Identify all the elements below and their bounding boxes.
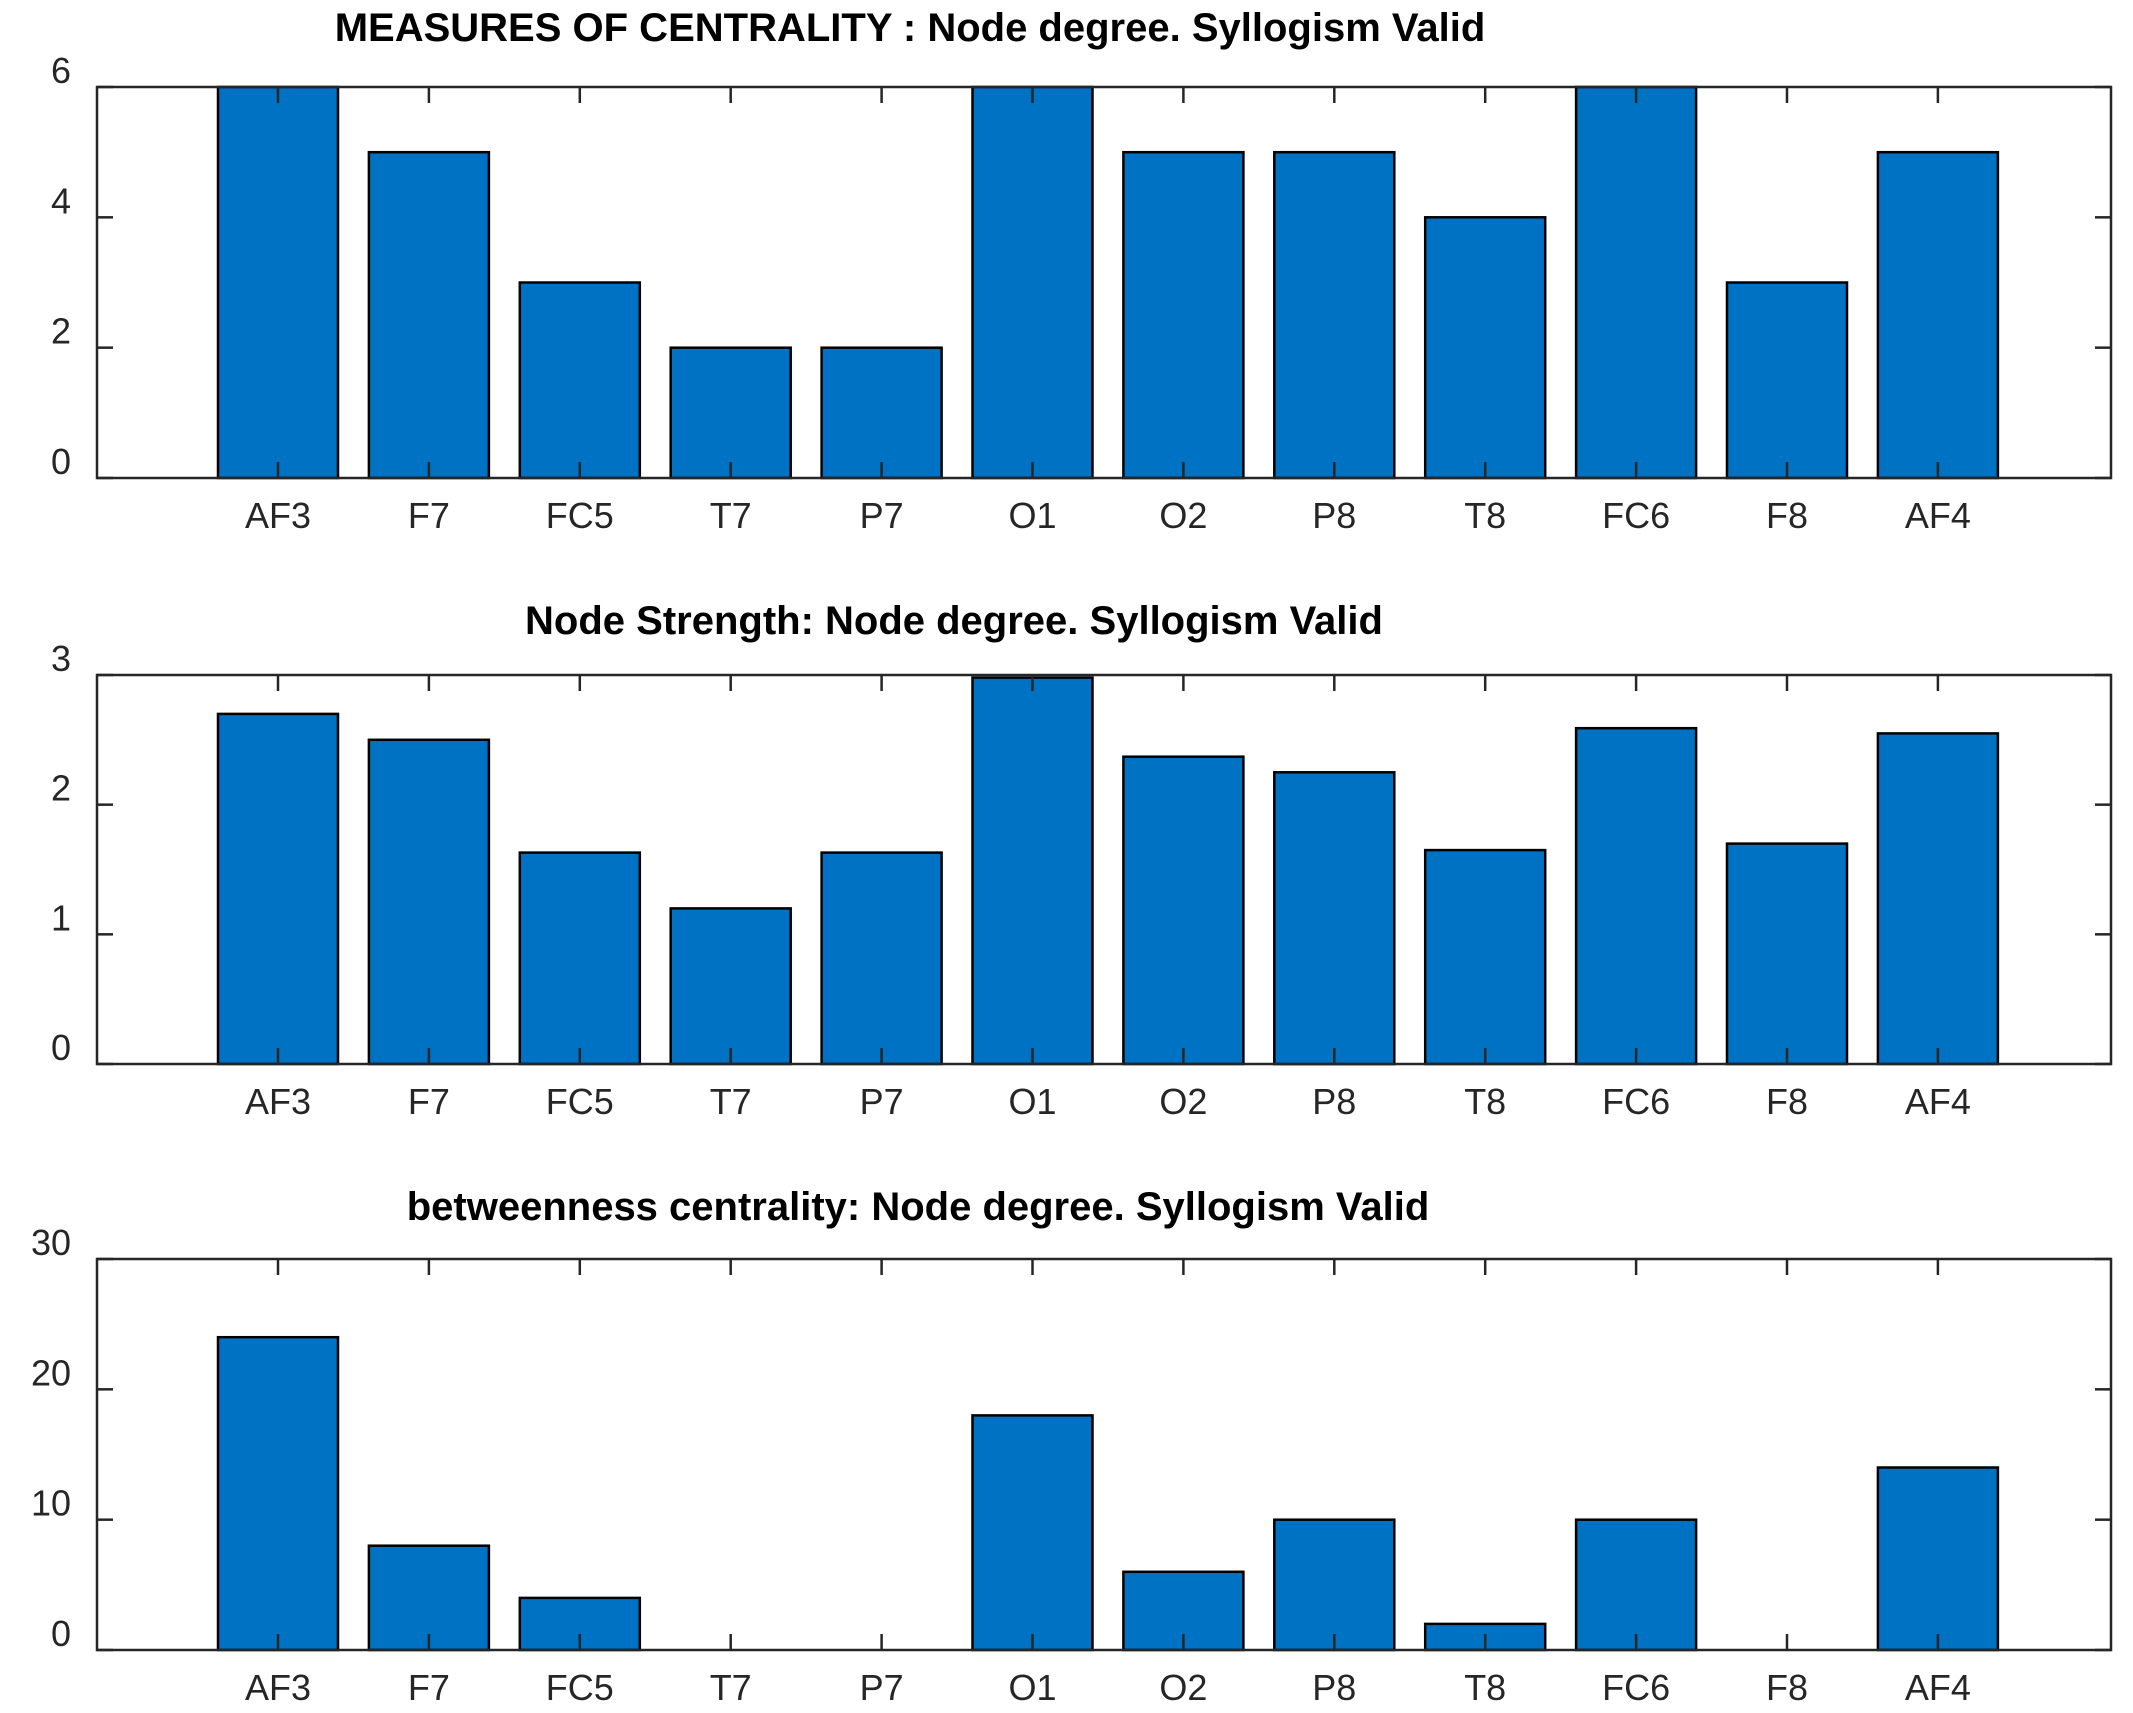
x-tick-label: T8 xyxy=(1464,1667,1506,1708)
axes-box xyxy=(95,85,2113,480)
x-tick-label: O1 xyxy=(1008,1081,1056,1122)
bar-f7 xyxy=(367,738,491,1066)
x-tick-label: O1 xyxy=(1008,1667,1056,1708)
y-tick-label: 30 xyxy=(31,1222,71,1263)
bar-o2 xyxy=(1122,755,1245,1066)
y-tick-label: 0 xyxy=(51,441,71,482)
axes-box xyxy=(95,1257,2113,1652)
bar-af4 xyxy=(1876,1466,2000,1652)
centrality-degree-chart: MEASURES OF CENTRALITY : Node degree. Sy… xyxy=(51,6,2113,536)
chart-title: MEASURES OF CENTRALITY : Node degree. Sy… xyxy=(335,6,1486,50)
y-tick-label: 4 xyxy=(51,180,71,221)
x-tick-label: FC5 xyxy=(546,495,614,536)
x-tick-label: AF4 xyxy=(1905,495,1971,536)
x-tick-label: F7 xyxy=(408,1667,450,1708)
bar-af3 xyxy=(216,85,340,480)
x-tick-label: AF4 xyxy=(1905,1081,1971,1122)
x-tick-label: AF4 xyxy=(1905,1667,1971,1708)
bar-o2 xyxy=(1122,150,1245,480)
x-tick-label: O2 xyxy=(1159,1667,1207,1708)
x-tick-label: T7 xyxy=(710,495,752,536)
bar-f8 xyxy=(1725,842,1849,1066)
bar-t8 xyxy=(1423,848,1547,1066)
bar-t8 xyxy=(1423,216,1547,480)
x-tick-label: P8 xyxy=(1312,495,1356,536)
x-tick-label: AF3 xyxy=(245,495,311,536)
bar-fc6 xyxy=(1574,85,1698,480)
chart-title: Node Strength: Node degree. Syllogism Va… xyxy=(525,599,1383,643)
bar-f7 xyxy=(367,150,491,480)
x-tick-label: P8 xyxy=(1312,1667,1356,1708)
x-tick-label: O2 xyxy=(1159,495,1207,536)
bar-fc6 xyxy=(1574,1518,1698,1652)
bar-f7 xyxy=(367,1544,491,1652)
y-tick-label: 3 xyxy=(51,638,71,679)
x-tick-label: F7 xyxy=(408,495,450,536)
x-tick-label: T8 xyxy=(1464,495,1506,536)
bar-af4 xyxy=(1876,150,2000,480)
node-strength-chart: Node Strength: Node degree. Syllogism Va… xyxy=(51,599,2113,1122)
x-tick-label: F8 xyxy=(1766,495,1808,536)
axes-box xyxy=(95,673,2113,1066)
bar-af4 xyxy=(1876,732,2000,1066)
bar-af3 xyxy=(216,712,340,1066)
x-tick-label: T7 xyxy=(710,1667,752,1708)
bar-fc6 xyxy=(1574,726,1698,1066)
y-tick-label: 0 xyxy=(51,1027,71,1068)
y-tick-label: 10 xyxy=(31,1483,71,1524)
y-tick-label: 6 xyxy=(51,50,71,91)
y-tick-label: 0 xyxy=(51,1613,71,1654)
x-tick-label: FC6 xyxy=(1602,1081,1670,1122)
x-tick-label: T8 xyxy=(1464,1081,1506,1122)
bar-fc5 xyxy=(518,281,642,480)
x-tick-label: AF3 xyxy=(245,1667,311,1708)
bar-t7 xyxy=(669,907,792,1066)
bar-p8 xyxy=(1273,1518,1396,1652)
betweenness-centrality-chart: betweenness centrality: Node degree. Syl… xyxy=(31,1185,2113,1708)
x-tick-label: P8 xyxy=(1312,1081,1356,1122)
bar-p8 xyxy=(1273,771,1396,1066)
chart-title: betweenness centrality: Node degree. Syl… xyxy=(407,1185,1430,1229)
x-tick-label: O2 xyxy=(1159,1081,1207,1122)
x-tick-label: P7 xyxy=(860,495,904,536)
x-tick-label: F7 xyxy=(408,1081,450,1122)
x-tick-label: FC5 xyxy=(546,1081,614,1122)
x-tick-label: P7 xyxy=(860,1081,904,1122)
y-tick-label: 1 xyxy=(51,897,71,938)
y-tick-label: 2 xyxy=(51,311,71,352)
bar-t7 xyxy=(669,346,792,480)
x-tick-label: AF3 xyxy=(245,1081,311,1122)
x-tick-label: P7 xyxy=(860,1667,904,1708)
bar-o1 xyxy=(971,1414,1094,1652)
bar-p7 xyxy=(820,851,943,1066)
x-tick-label: FC5 xyxy=(546,1667,614,1708)
y-tick-label: 2 xyxy=(51,768,71,809)
bar-p8 xyxy=(1273,150,1396,480)
bar-af3 xyxy=(216,1335,340,1652)
x-tick-label: F8 xyxy=(1766,1667,1808,1708)
x-tick-label: FC6 xyxy=(1602,1667,1670,1708)
bar-o1 xyxy=(971,85,1094,480)
x-tick-label: F8 xyxy=(1766,1081,1808,1122)
bar-f8 xyxy=(1725,281,1849,480)
x-tick-label: FC6 xyxy=(1602,495,1670,536)
x-tick-label: T7 xyxy=(710,1081,752,1122)
y-tick-label: 20 xyxy=(31,1352,71,1393)
bar-p7 xyxy=(820,346,943,480)
bar-o1 xyxy=(971,676,1094,1066)
x-tick-label: O1 xyxy=(1008,495,1056,536)
bar-fc5 xyxy=(518,851,642,1066)
